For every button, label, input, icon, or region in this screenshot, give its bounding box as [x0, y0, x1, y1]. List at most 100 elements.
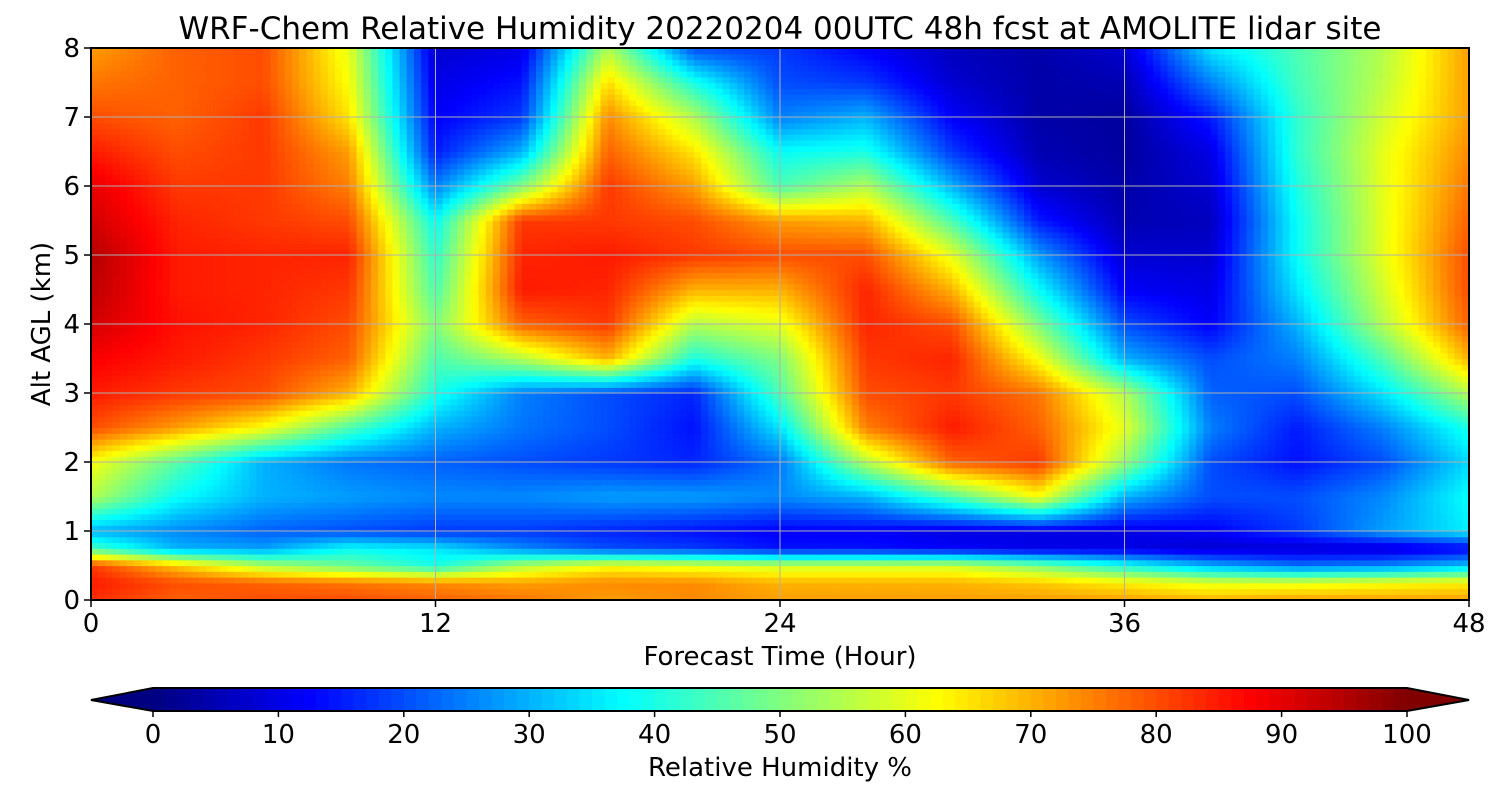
heatmap-cell — [880, 536, 889, 544]
heatmap-cell — [600, 565, 609, 572]
heatmap-cell — [909, 508, 917, 515]
heatmap-cell — [162, 531, 171, 538]
heatmap-cell — [952, 502, 961, 509]
heatmap-cell — [1038, 479, 1047, 486]
heatmap-cell — [937, 496, 946, 503]
heatmap-cell — [1425, 588, 1434, 595]
heatmap-cell — [435, 485, 444, 492]
heatmap-cell — [1160, 485, 1169, 492]
heatmap-cell — [177, 577, 185, 584]
heatmap-cell — [837, 565, 846, 572]
heatmap-cell — [1461, 531, 1469, 538]
heatmap-cell — [399, 582, 408, 590]
heatmap-cell — [299, 490, 307, 498]
heatmap-cell — [399, 542, 408, 549]
heatmap-cell — [112, 582, 121, 590]
heatmap-cell — [1074, 456, 1083, 463]
heatmap-cell — [801, 479, 810, 486]
heatmap-cell — [277, 571, 286, 578]
heatmap-cell — [1354, 519, 1362, 526]
heatmap-cell — [1418, 508, 1427, 515]
heatmap-cell — [1095, 485, 1104, 492]
heatmap-cell — [772, 548, 781, 555]
heatmap-cell — [256, 582, 264, 590]
heatmap-cell — [815, 490, 824, 498]
heatmap-cell — [1289, 548, 1298, 555]
heatmap-cell — [148, 594, 157, 600]
heatmap-cell — [220, 462, 228, 469]
heatmap-cell — [449, 473, 458, 480]
heatmap-cell — [134, 577, 142, 584]
heatmap-cell — [155, 479, 164, 486]
heatmap-cell — [1289, 467, 1298, 475]
heatmap-cell — [1375, 542, 1384, 549]
heatmap-cell — [449, 577, 458, 584]
heatmap-cell — [873, 450, 882, 457]
heatmap-cell — [1167, 525, 1176, 532]
heatmap-cell — [457, 496, 465, 503]
heatmap-cell — [1239, 554, 1248, 561]
heatmap-cell — [686, 542, 695, 549]
heatmap-cell — [1038, 577, 1047, 584]
heatmap-cell — [1339, 508, 1348, 515]
heatmap-cell — [600, 548, 609, 555]
heatmap-cell — [866, 450, 874, 457]
heatmap-cell — [1131, 554, 1140, 561]
heatmap-cell — [1447, 456, 1456, 463]
heatmap-cell — [413, 582, 422, 590]
heatmap-cell — [945, 525, 953, 532]
heatmap-cell — [1397, 548, 1406, 555]
heatmap-cell — [880, 559, 889, 567]
heatmap-cell — [571, 565, 580, 572]
heatmap-cell — [679, 490, 688, 498]
heatmap-cell — [291, 536, 300, 544]
heatmap-cell — [392, 450, 401, 457]
heatmap-cell — [557, 542, 566, 549]
heatmap-cell — [636, 536, 645, 544]
heatmap-cell — [1275, 479, 1283, 486]
heatmap-cell — [758, 462, 767, 469]
heatmap-cell — [966, 485, 975, 492]
heatmap-cell — [858, 479, 867, 486]
heatmap-cell — [378, 548, 386, 555]
heatmap-cell — [708, 571, 717, 578]
heatmap-cell — [263, 588, 272, 595]
heatmap-cell — [815, 456, 824, 463]
heatmap-cell — [679, 548, 688, 555]
heatmap-cell — [1052, 525, 1061, 532]
heatmap-cell — [1067, 542, 1075, 549]
heatmap-cell — [291, 565, 300, 572]
heatmap-cell — [277, 450, 286, 457]
heatmap-cell — [1303, 531, 1312, 538]
heatmap-cell — [1253, 536, 1262, 544]
heatmap-cell — [234, 462, 243, 469]
heatmap-cell — [1375, 485, 1384, 492]
heatmap-cell — [1210, 473, 1219, 480]
heatmap-cell — [485, 502, 494, 509]
heatmap-cell — [234, 502, 243, 509]
heatmap-cell — [1102, 571, 1111, 578]
heatmap-cell — [1217, 542, 1226, 549]
heatmap-cell — [141, 582, 150, 590]
heatmap-cell — [679, 456, 688, 463]
heatmap-cell — [1002, 519, 1011, 526]
heatmap-cell — [449, 525, 458, 532]
heatmap-cell — [1181, 519, 1190, 526]
heatmap-cell — [277, 525, 286, 532]
heatmap-cell — [579, 502, 587, 509]
heatmap-cell — [787, 536, 795, 544]
heatmap-cell — [1246, 542, 1255, 549]
heatmap-cell — [413, 525, 422, 532]
heatmap-cell — [485, 508, 494, 515]
heatmap-cell — [241, 536, 250, 544]
heatmap-cell — [370, 525, 379, 532]
heatmap-cell — [672, 456, 681, 463]
heatmap-cell — [1031, 490, 1039, 498]
heatmap-cell — [356, 565, 365, 572]
heatmap-cell — [1052, 577, 1061, 584]
heatmap-cell — [894, 496, 903, 503]
heatmap-cell — [485, 519, 494, 526]
heatmap-cell — [471, 462, 480, 469]
heatmap-cell — [1239, 490, 1248, 498]
heatmap-cell — [1024, 456, 1032, 463]
